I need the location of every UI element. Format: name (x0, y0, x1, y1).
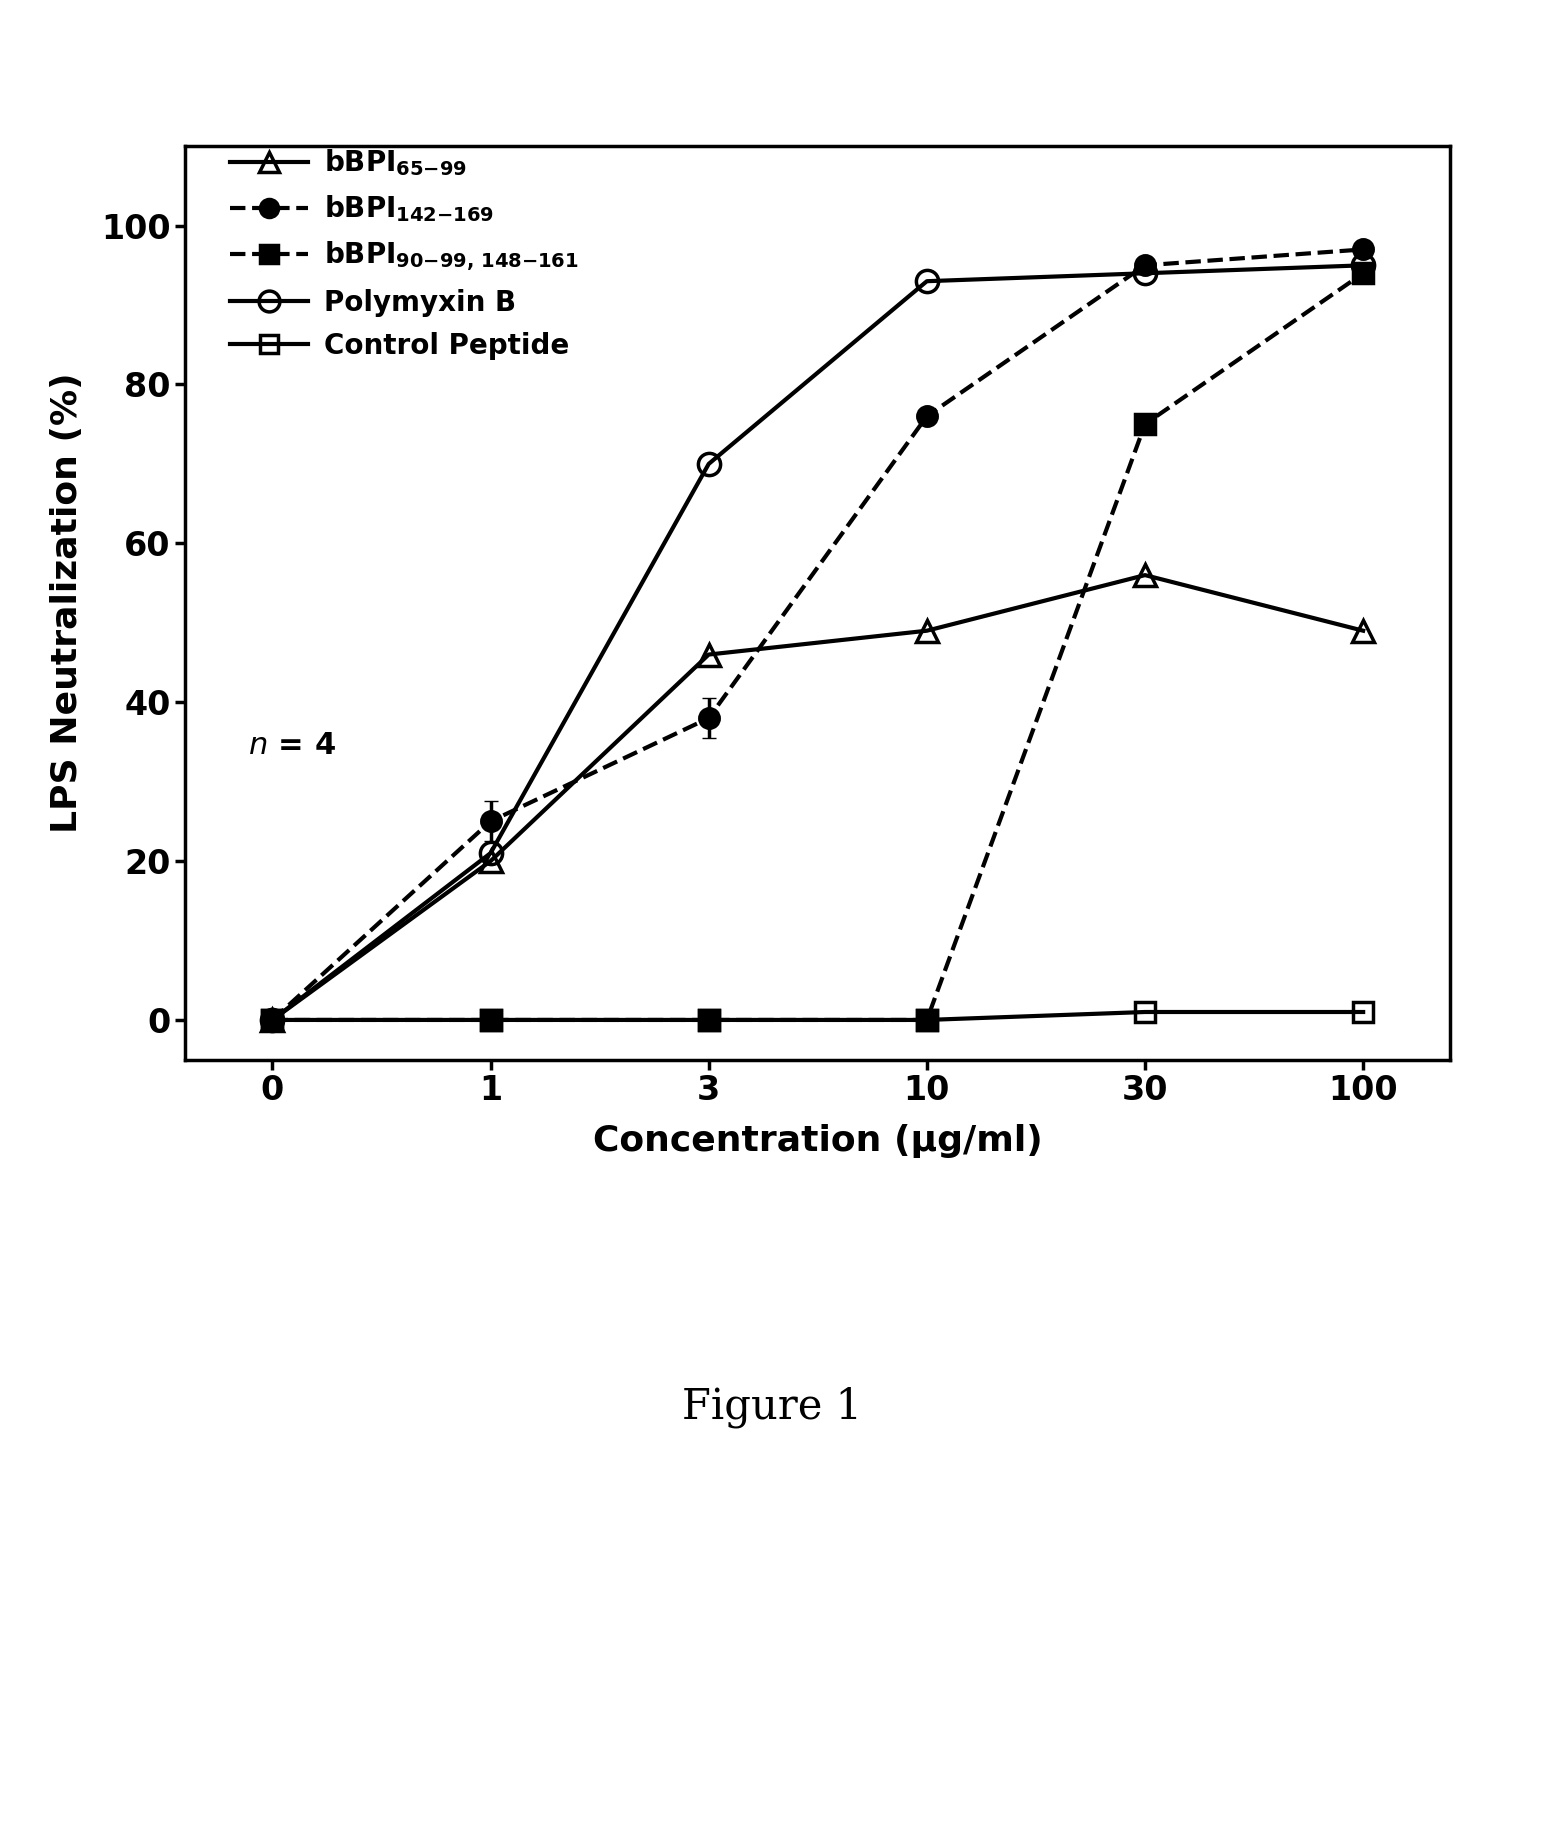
Text: Figure 1: Figure 1 (682, 1387, 861, 1427)
Text: $\it{n}$ = 4: $\it{n}$ = 4 (248, 731, 336, 760)
Y-axis label: LPS Neutralization (%): LPS Neutralization (%) (51, 373, 85, 833)
X-axis label: Concentration (μg/ml): Concentration (μg/ml) (593, 1124, 1043, 1158)
Legend: bBPI$_{\mathregular{65\mathregular{-}99}}$, bBPI$_{\mathregular{142\mathregular{: bBPI$_{\mathregular{65\mathregular{-}99}… (224, 143, 585, 365)
